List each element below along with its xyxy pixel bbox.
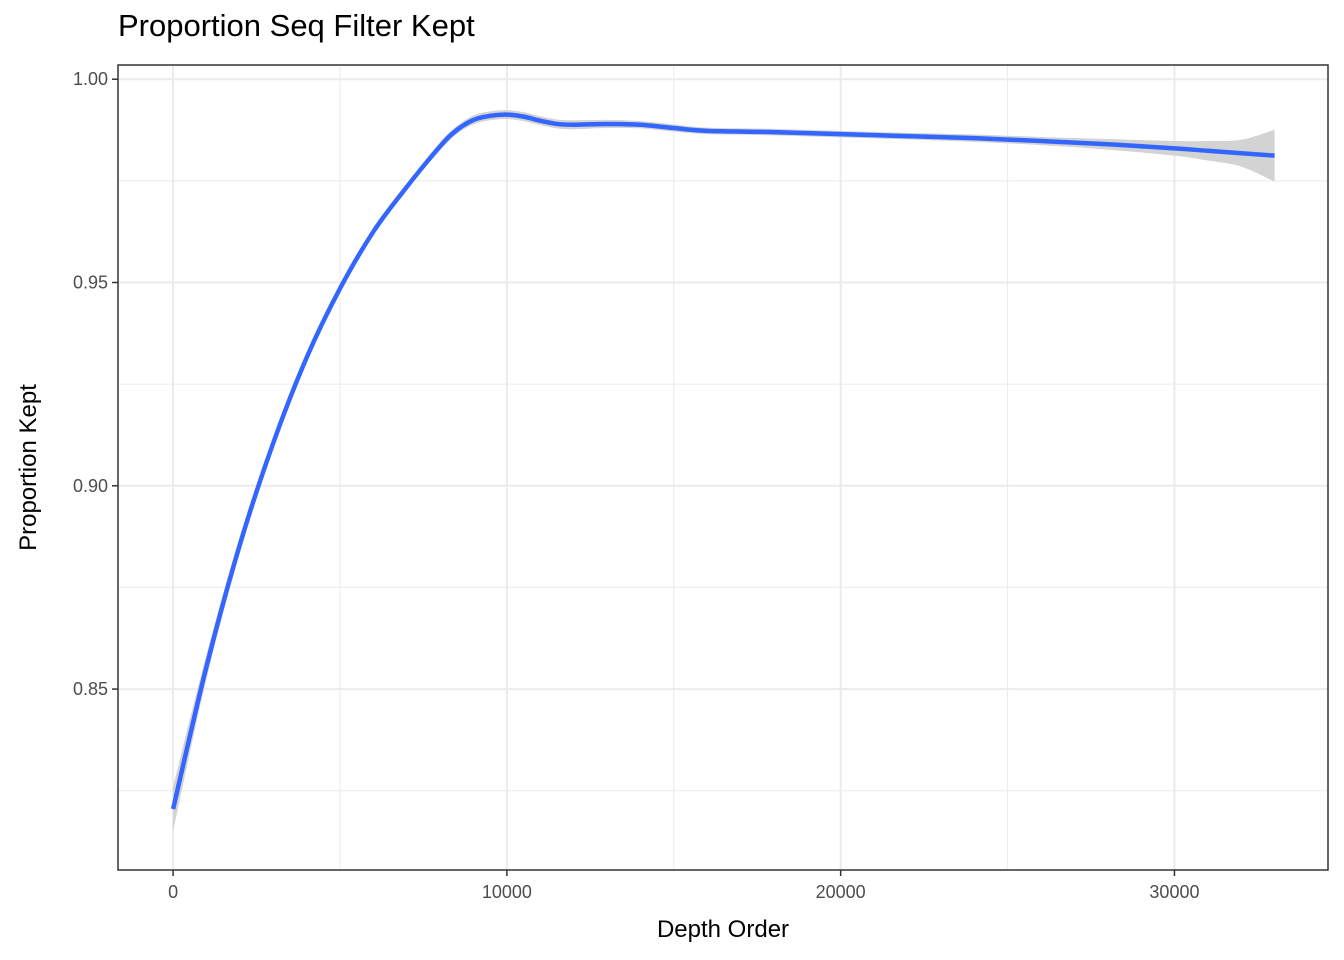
x-tick-label: 30000 (1149, 882, 1199, 902)
x-tick-label: 0 (168, 882, 178, 902)
series-line (170, 112, 1275, 810)
panel-border (117, 64, 1329, 871)
smooth-line (170, 112, 1275, 810)
y-tick-label: 0.90 (73, 476, 108, 496)
grid-major (118, 65, 1328, 870)
x-axis-title: Depth Order (657, 916, 789, 943)
confidence-band (173, 110, 1275, 832)
y-axis-ticks: 0.85 0.90 0.95 1.00 (73, 69, 118, 699)
confidence-ribbon (173, 110, 1275, 832)
y-tick-label: 0.95 (73, 273, 108, 293)
x-tick-label: 10000 (482, 882, 532, 902)
x-tick-label: 20000 (816, 882, 866, 902)
x-axis-ticks: 0 10000 20000 30000 (168, 870, 1199, 902)
y-tick-label: 1.00 (73, 69, 108, 89)
y-tick-label: 0.85 (73, 679, 108, 699)
chart-title: Proportion Seq Filter Kept (118, 8, 475, 43)
y-axis-title: Proportion Kept (15, 384, 42, 551)
grid-minor (118, 65, 1328, 870)
